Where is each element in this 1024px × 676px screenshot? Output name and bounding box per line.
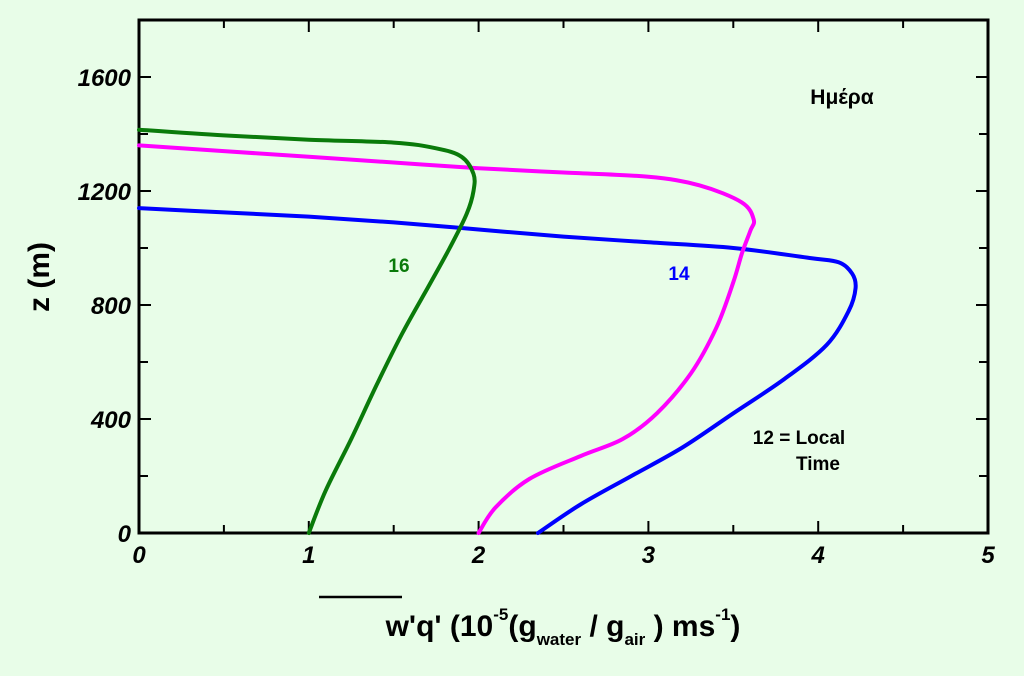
x-axis-title-sub: air <box>624 630 645 649</box>
x-axis-title-part: / g <box>581 610 624 643</box>
y-tick-labels: 0 400 800 1200 1600 <box>78 65 132 548</box>
x-axis-title: w'q' (10-5(gwater / gair ) ms-1) <box>319 595 741 649</box>
y-tick-label: 400 <box>90 407 132 434</box>
x-tick-labels: 0 1 2 3 4 5 <box>132 542 995 569</box>
series-line-14 <box>137 143 757 535</box>
y-tick-label: 1600 <box>78 65 132 92</box>
series-label-16: 16 <box>388 256 409 277</box>
series-line-16 <box>137 127 477 535</box>
series-lines <box>137 127 858 535</box>
chart-title: Ημέρα <box>810 86 873 109</box>
x-axis-title-sup: -5 <box>493 605 508 624</box>
x-axis-title-sup: -1 <box>715 605 730 624</box>
y-tick-label: 0 <box>118 521 132 548</box>
series-line-12 <box>137 206 858 535</box>
x-tick-label: 2 <box>471 542 486 569</box>
y-tick-label: 1200 <box>78 179 132 206</box>
annotation-local-time-line2: Time <box>796 454 840 475</box>
x-tick-label: 5 <box>981 542 995 569</box>
series-label-14: 14 <box>668 264 690 285</box>
annotation-local-time-line1: 12 = Local <box>753 428 845 449</box>
x-tick-label: 1 <box>302 542 315 569</box>
y-axis-title: z (m) <box>23 242 56 312</box>
x-axis-title-part: (g <box>508 610 536 643</box>
x-tick-label: 4 <box>811 542 825 569</box>
axis-ticks <box>138 19 989 534</box>
svg-text:w'q' (10-5(gwater / gair ) ms-: w'q' (10-5(gwater / gair ) ms-1) <box>385 605 741 649</box>
x-axis-title-part: w'q' <box>385 610 442 643</box>
x-axis-title-sub: water <box>536 630 582 649</box>
x-axis-title-part: (10 <box>442 610 494 643</box>
y-tick-label: 800 <box>91 293 132 320</box>
x-tick-label: 3 <box>642 542 656 569</box>
x-tick-label: 0 <box>132 542 146 569</box>
x-axis-title-part: ) <box>730 610 740 643</box>
x-axis-title-part: ) ms <box>645 610 715 643</box>
